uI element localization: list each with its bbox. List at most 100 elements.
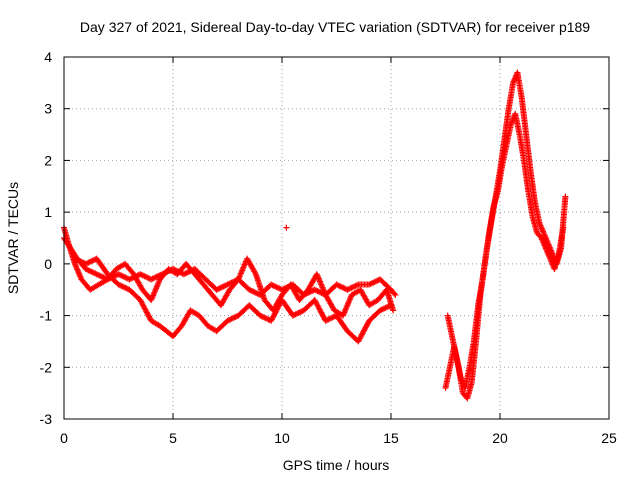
data-point [270,282,277,289]
data-point [140,272,147,279]
data-point [153,273,160,280]
y-axis-label: SDTVAR / TECUs [5,182,21,294]
axis-ticks [63,56,610,420]
data-point [390,307,397,314]
y-tick-label: -3 [40,411,53,427]
data-point [74,256,81,263]
data-point [562,193,569,200]
data-point [82,260,89,267]
data-point [351,283,358,290]
data-point [273,284,280,291]
data-point [213,286,220,293]
x-tick-label: 5 [169,430,177,446]
y-tick-label: 2 [44,152,52,168]
data-point [368,280,375,287]
x-tick-label: 20 [492,430,508,446]
data-point [338,284,345,291]
data-point [145,275,152,282]
data-point [295,309,302,316]
data-point [71,255,78,262]
data-point [116,282,123,289]
data-point [381,305,388,312]
data-point [311,286,318,293]
data-point [349,284,356,291]
data-point [150,275,157,282]
data-point [82,266,89,273]
data-point [289,312,296,319]
data-point [268,281,275,288]
data-point [385,303,392,310]
data-point [223,282,230,289]
data-point [118,272,125,279]
data-point [315,288,322,295]
data-point [328,315,335,322]
data-point [86,258,93,265]
data-point [115,271,122,278]
data-point [352,282,359,289]
data-point [258,313,265,320]
data-point [340,284,347,291]
data-point [367,280,374,287]
data-point [126,276,133,283]
data-point [221,282,228,289]
data-point [120,284,127,291]
data-point [120,273,127,280]
x-axis-label: GPS time / hours [283,457,390,473]
x-tick-label: 15 [383,430,399,446]
data-point [250,288,257,295]
data-point [224,317,231,324]
data-point [225,317,232,324]
data-point [323,317,330,324]
x-tick-label: 25 [601,430,617,446]
x-tick-label: 0 [60,430,68,446]
data-point [283,224,290,231]
data-point [84,266,91,273]
data-point [344,286,351,293]
data-point [127,275,134,282]
data-point [269,282,276,289]
data-point [322,317,329,324]
data-point [123,285,130,292]
data-point [347,285,354,292]
data-point [90,269,97,276]
data-point [228,315,235,322]
data-point [251,289,258,296]
data-point [386,302,393,309]
data-point [217,284,224,291]
data-point [276,285,283,292]
data-point [336,282,343,289]
data-point [296,309,303,316]
data-point [141,273,148,280]
data-point [182,270,189,277]
data-point [99,273,106,280]
data-point [378,306,385,313]
data-point [119,283,126,290]
data-point [116,271,123,278]
data-point [326,315,333,322]
data-point [115,281,122,288]
data-point [123,275,130,282]
data-point [180,271,187,278]
data-point [560,224,567,231]
data-point [366,281,373,288]
data-point [341,285,348,292]
data-point [78,258,85,265]
data-point [80,259,87,266]
y-tick-label: 4 [44,49,52,65]
data-point [149,275,156,282]
chart-title: Day 327 of 2021, Sidereal Day-to-day VTE… [80,19,590,35]
data-point [119,273,126,280]
data-point [382,304,389,311]
data-point [77,258,84,265]
data-point [219,284,226,291]
data-point [293,310,300,317]
data-point [333,281,340,288]
data-point [97,273,104,280]
data-point [88,268,95,275]
data-point [89,257,96,264]
data-point [345,286,352,293]
data-point [152,274,159,281]
data-points [61,69,569,402]
data-point [353,282,360,289]
y-tick-label: -1 [40,308,53,324]
